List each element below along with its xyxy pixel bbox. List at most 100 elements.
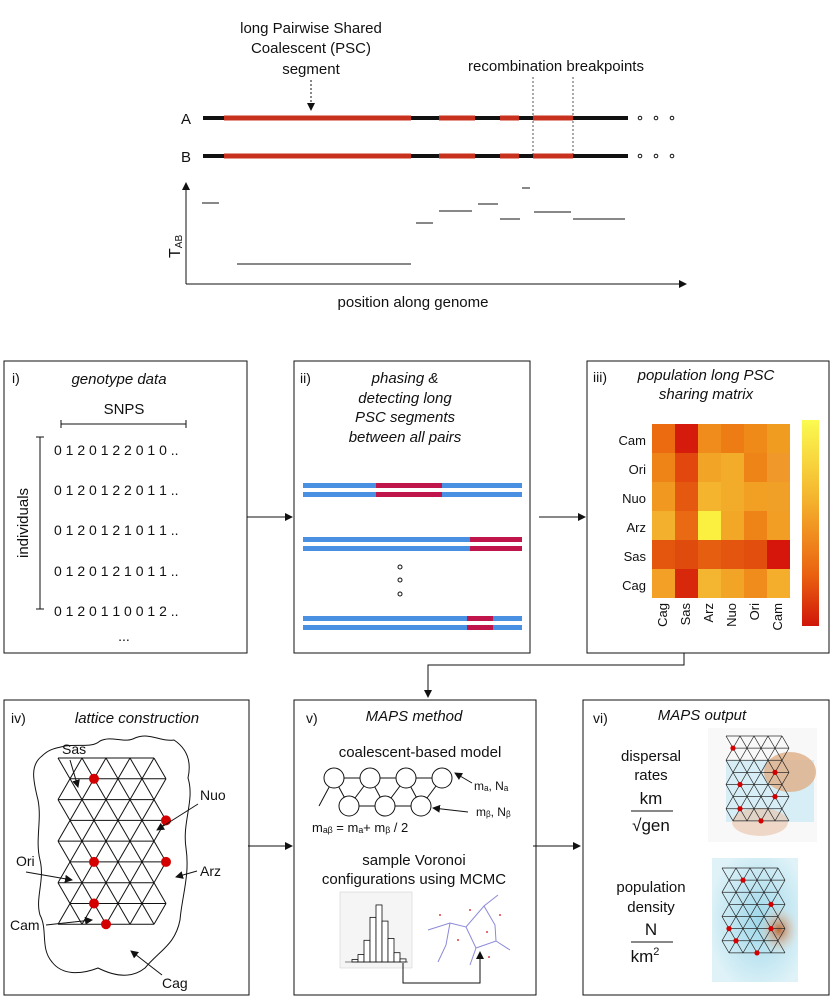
map-a-edge [781, 747, 790, 761]
heatmap-cell [675, 482, 698, 511]
histogram-bar [399, 958, 407, 963]
dispersal-label-2: rates [634, 767, 667, 784]
lattice-edge [69, 861, 83, 883]
recombination-label: recombination breakpoints [468, 58, 644, 75]
panel-maps-output: vi) MAPS output dispersal rates km √gen … [582, 699, 830, 996]
panel-vi-number: vi) [593, 710, 608, 726]
heatmap-cell [721, 453, 744, 482]
lattice-edge [141, 903, 155, 925]
lattice-edge [117, 757, 131, 780]
map-b-edge [777, 916, 786, 929]
map-b-edge [777, 928, 786, 941]
heatmap-cell [721, 511, 744, 540]
population-node [772, 794, 778, 800]
map-a-edge [760, 735, 769, 749]
population-node [89, 773, 99, 784]
label-cam: Cam [10, 917, 40, 933]
panel-v-number: v) [306, 710, 318, 726]
lattice-edge [129, 882, 143, 904]
panel-iii-title-2: sharing matrix [659, 386, 754, 403]
heatmap-cell [767, 482, 790, 511]
map-a-edge [746, 796, 755, 809]
map-b-edge [756, 879, 765, 893]
map-b-edge [749, 879, 758, 893]
lattice-edge [117, 778, 131, 800]
lattice-edge [105, 757, 119, 780]
map-b-edge [728, 904, 737, 917]
heatmap-cell [744, 511, 767, 540]
row-label-arz: Arz [627, 520, 647, 535]
map-a-edge [725, 772, 734, 785]
heatmap-cell [675, 453, 698, 482]
heatmap-cell [652, 482, 675, 511]
row-label-nuo: Nuo [622, 491, 646, 506]
map-b-edge [735, 904, 744, 917]
density-map [712, 858, 799, 982]
heatmap-cell [721, 569, 744, 598]
map-b-edge [721, 940, 730, 954]
population-node [772, 769, 778, 775]
histogram-bar [357, 954, 365, 963]
col-label-sas: Sas [678, 603, 693, 626]
map-a-edge [746, 747, 755, 761]
heatmap-cell [698, 424, 721, 453]
tmrca-axes [182, 182, 687, 288]
map-b-edge [721, 867, 730, 881]
map-a-edge [725, 784, 734, 797]
heatmap-cell [675, 511, 698, 540]
map-b-edge [742, 904, 751, 917]
row-label-cag: Cag [622, 578, 646, 593]
lattice-edge [117, 903, 131, 925]
lattice-edge [141, 861, 155, 883]
heatmap-cell [744, 424, 767, 453]
genotype-more: ... [118, 628, 130, 644]
panel-ii-title-1: phasing & [371, 370, 439, 387]
lattice-edge [141, 757, 155, 780]
map-a-edge [767, 747, 776, 761]
map-b-edge [763, 879, 772, 893]
triangular-lattice [57, 757, 171, 930]
map-a-edge [760, 796, 769, 809]
lattice-edge [129, 820, 143, 842]
population-node [730, 745, 736, 751]
heatmap-cell [767, 569, 790, 598]
heatmap-cell [675, 424, 698, 453]
lattice-edge [57, 799, 71, 821]
voronoi-sketch [427, 894, 511, 966]
lattice-edge [141, 840, 155, 863]
sample-label-2: configurations using MCMC [322, 871, 506, 888]
lattice-edge [69, 882, 83, 904]
map-b-edge [777, 940, 786, 954]
map-a-edge [781, 760, 790, 773]
map-a-edge [753, 784, 762, 797]
map-b-edge [770, 879, 779, 893]
panel-v-title: MAPS method [366, 708, 463, 725]
heatmap-cell [744, 453, 767, 482]
map-a-edge [774, 735, 783, 749]
population-node [726, 926, 732, 932]
map-a-edge [781, 796, 790, 809]
panel-iv-number: iv) [11, 710, 26, 726]
map-b-edge [770, 867, 779, 881]
map-a-edge [746, 760, 755, 773]
map-b-edge [742, 892, 751, 905]
map-a-edge [739, 760, 748, 773]
heatmap-cell [698, 511, 721, 540]
lattice-edge [69, 778, 83, 800]
panel-maps-method: v) MAPS method coalescent-based model mₐ… [293, 699, 537, 996]
panel-ii-number: ii) [300, 370, 311, 386]
map-b-edge [763, 867, 772, 881]
lattice-edge [57, 778, 71, 800]
map-b-edge [749, 928, 758, 941]
label-cag: Cag [162, 975, 188, 991]
map-a-edge [725, 808, 734, 822]
lattice-edge [105, 861, 119, 883]
lattice-edge [153, 778, 167, 800]
lattice-edge [57, 840, 71, 863]
migration-equation: mₐᵦ = mₐ+ mᵦ / 2 [312, 820, 408, 835]
tmrca-steps [202, 187, 625, 265]
panel-ii-title-2: detecting long [358, 390, 452, 407]
map-b-edge [756, 892, 765, 905]
lattice-edge [129, 903, 143, 925]
lattice-edge [105, 820, 119, 842]
